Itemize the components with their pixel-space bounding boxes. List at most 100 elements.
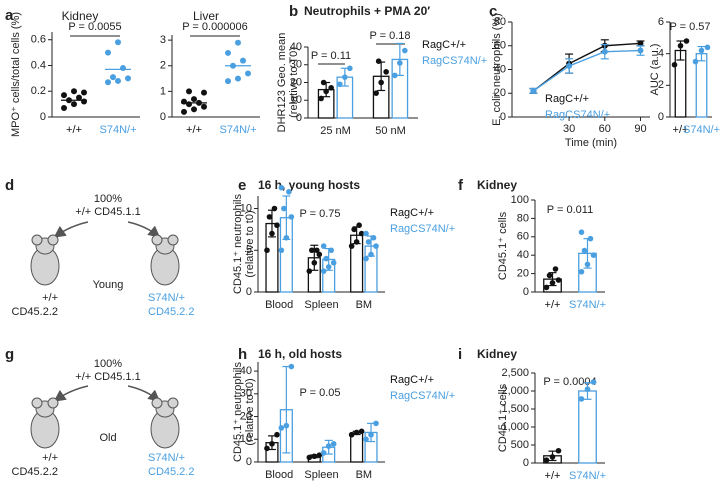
data-point — [274, 222, 280, 229]
diagram-g: g 100% +/+ CD45.1.1 Old +/+ CD45.2.2 S74… — [5, 346, 194, 478]
arrow — [127, 385, 161, 402]
data-point — [320, 243, 327, 249]
diagram-label: CD45.2.2 — [148, 306, 194, 318]
data-point — [671, 61, 678, 68]
y-tick-label: 40 — [517, 249, 529, 261]
diagram-label: S74N/+ — [148, 452, 185, 464]
p-value: P = 0.75 — [299, 208, 340, 220]
data-point — [555, 447, 562, 454]
mouse-icon — [150, 234, 180, 286]
data-point — [370, 234, 377, 241]
panel-title: Neutrophils + PMA 20′ — [304, 4, 430, 18]
data-point — [363, 436, 369, 443]
data-point — [266, 214, 273, 220]
data-point — [320, 79, 327, 86]
mouse-icon — [150, 397, 180, 449]
data-point — [330, 441, 337, 447]
data-point — [566, 62, 573, 69]
data-point — [555, 277, 562, 283]
y-tick-label: 40 — [240, 365, 252, 377]
data-point — [325, 443, 332, 449]
x-tick-label: Spleen — [304, 299, 338, 311]
data-point — [314, 247, 320, 254]
y-axis-label: CD45.1⁺ cells — [497, 211, 509, 280]
data-point — [323, 255, 329, 262]
panel-letter: h — [238, 346, 247, 363]
y-tick-label: 0.6 — [31, 34, 46, 46]
data-point — [637, 47, 644, 54]
y-tick-label: 0 — [40, 111, 46, 123]
y-tick-label: 1,500 — [501, 403, 529, 415]
data-point — [704, 44, 711, 51]
data-point — [530, 87, 537, 94]
x-tick-label: S74N/+ — [569, 299, 606, 311]
data-point — [306, 454, 313, 461]
data-point — [201, 103, 207, 110]
data-point — [578, 396, 585, 402]
legend-entry: RagCS74N/+ — [545, 109, 610, 121]
panel-letter: i — [458, 346, 462, 363]
data-point — [356, 222, 362, 229]
p-value: P = 0.011 — [547, 204, 593, 216]
data-point — [342, 74, 348, 80]
y-tick-label: 0 — [500, 111, 506, 123]
data-point — [584, 386, 591, 393]
x-tick-label: +/+ — [66, 124, 82, 136]
y-tick-label: 500 — [511, 439, 529, 451]
data-point — [71, 101, 77, 108]
data-point — [61, 92, 67, 99]
legend-entry: RagC+/+ — [422, 39, 466, 51]
data-point — [191, 96, 197, 103]
legend-entry: RagCS74N/+ — [390, 223, 455, 235]
panel-letter: f — [458, 177, 464, 194]
x-tick-label: 90 — [634, 123, 646, 135]
data-point — [637, 40, 644, 47]
data-point — [397, 60, 403, 66]
panel-letter: d — [5, 177, 14, 194]
data-point — [245, 70, 251, 77]
data-point — [581, 247, 588, 254]
data-point — [368, 251, 374, 258]
data-point — [271, 205, 278, 212]
data-point — [378, 79, 384, 86]
data-point — [274, 431, 280, 438]
x-axis-label: Time (min) — [565, 137, 617, 149]
diagram-label: Young — [93, 279, 124, 291]
y-tick-label: 2,500 — [501, 367, 529, 379]
data-point — [383, 69, 389, 75]
arrow — [53, 221, 89, 238]
data-point — [115, 39, 121, 46]
data-point — [328, 85, 334, 91]
data-point — [71, 88, 77, 95]
diagram-label: +/+ — [42, 452, 58, 464]
x-tick-label: +/+ — [545, 299, 561, 311]
data-point — [240, 57, 246, 64]
y-tick-label: 0 — [246, 456, 252, 468]
data-point — [105, 79, 111, 86]
data-point — [587, 235, 594, 242]
x-tick-label: 30 — [563, 123, 575, 135]
y-axis-label: AUC (a.u.) — [649, 44, 661, 96]
panel-letter: b — [289, 3, 298, 20]
data-point — [584, 261, 591, 268]
y-tick-label: 60 — [494, 40, 506, 52]
data-point — [311, 259, 318, 266]
y-axis-label: (relative to t0) — [244, 378, 256, 445]
y-tick-label: 2,000 — [501, 385, 529, 397]
y-tick-label: 5 — [246, 244, 252, 256]
y-tick-label: 30 — [240, 388, 252, 400]
y-tick-label: 20 — [240, 410, 252, 422]
data-point — [683, 38, 690, 44]
diagram-label: CD45.2.2 — [148, 466, 194, 478]
data-point — [353, 429, 360, 436]
data-point — [543, 457, 550, 463]
x-tick-label: S74N/+ — [569, 470, 606, 482]
y-tick-label: 1 — [160, 85, 166, 97]
x-tick-label: BM — [356, 469, 373, 481]
legend-entry: RagC+/+ — [545, 93, 589, 105]
data-point — [358, 428, 365, 435]
legend-entry: RagC+/+ — [390, 207, 434, 219]
data-point — [330, 259, 337, 266]
y-tick-label: 4 — [658, 48, 664, 60]
data-point — [363, 255, 369, 262]
